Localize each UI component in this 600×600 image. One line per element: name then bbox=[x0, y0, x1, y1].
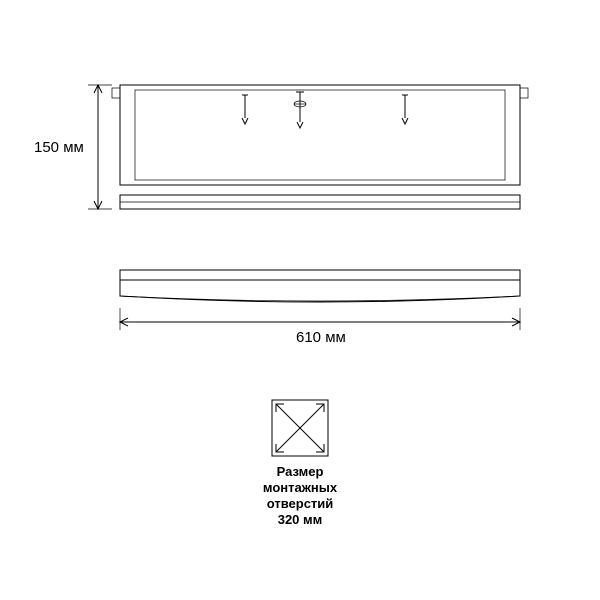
profile-view bbox=[120, 270, 520, 302]
technical-drawing: 150 мм 610 мм Размер монтажных отверстий… bbox=[0, 0, 600, 600]
dim-width-label: 610 мм bbox=[296, 329, 346, 346]
mount-pin-2 bbox=[402, 95, 408, 124]
mount-line3: отверстий bbox=[267, 496, 334, 511]
mounting-caption: Размер монтажных отверстий 320 мм bbox=[263, 464, 338, 527]
mount-pin-1 bbox=[242, 95, 248, 124]
profile-top-band bbox=[120, 270, 520, 280]
side-inner-panel bbox=[135, 90, 505, 180]
profile-curve-inner bbox=[120, 296, 520, 301]
mount-line4: 320 мм bbox=[278, 512, 323, 527]
mounting-icon bbox=[272, 400, 328, 456]
dim-height: 150 мм bbox=[34, 85, 112, 209]
dim-width: 610 мм bbox=[120, 308, 520, 346]
side-elevation bbox=[112, 85, 528, 209]
mount-pin-center bbox=[294, 92, 306, 128]
side-cap-left bbox=[112, 88, 120, 98]
mount-line2: монтажных bbox=[263, 480, 338, 495]
side-outline bbox=[120, 85, 520, 185]
side-cap-right bbox=[520, 88, 528, 98]
dim-height-label: 150 мм bbox=[34, 139, 84, 156]
mount-line1: Размер bbox=[277, 464, 324, 479]
